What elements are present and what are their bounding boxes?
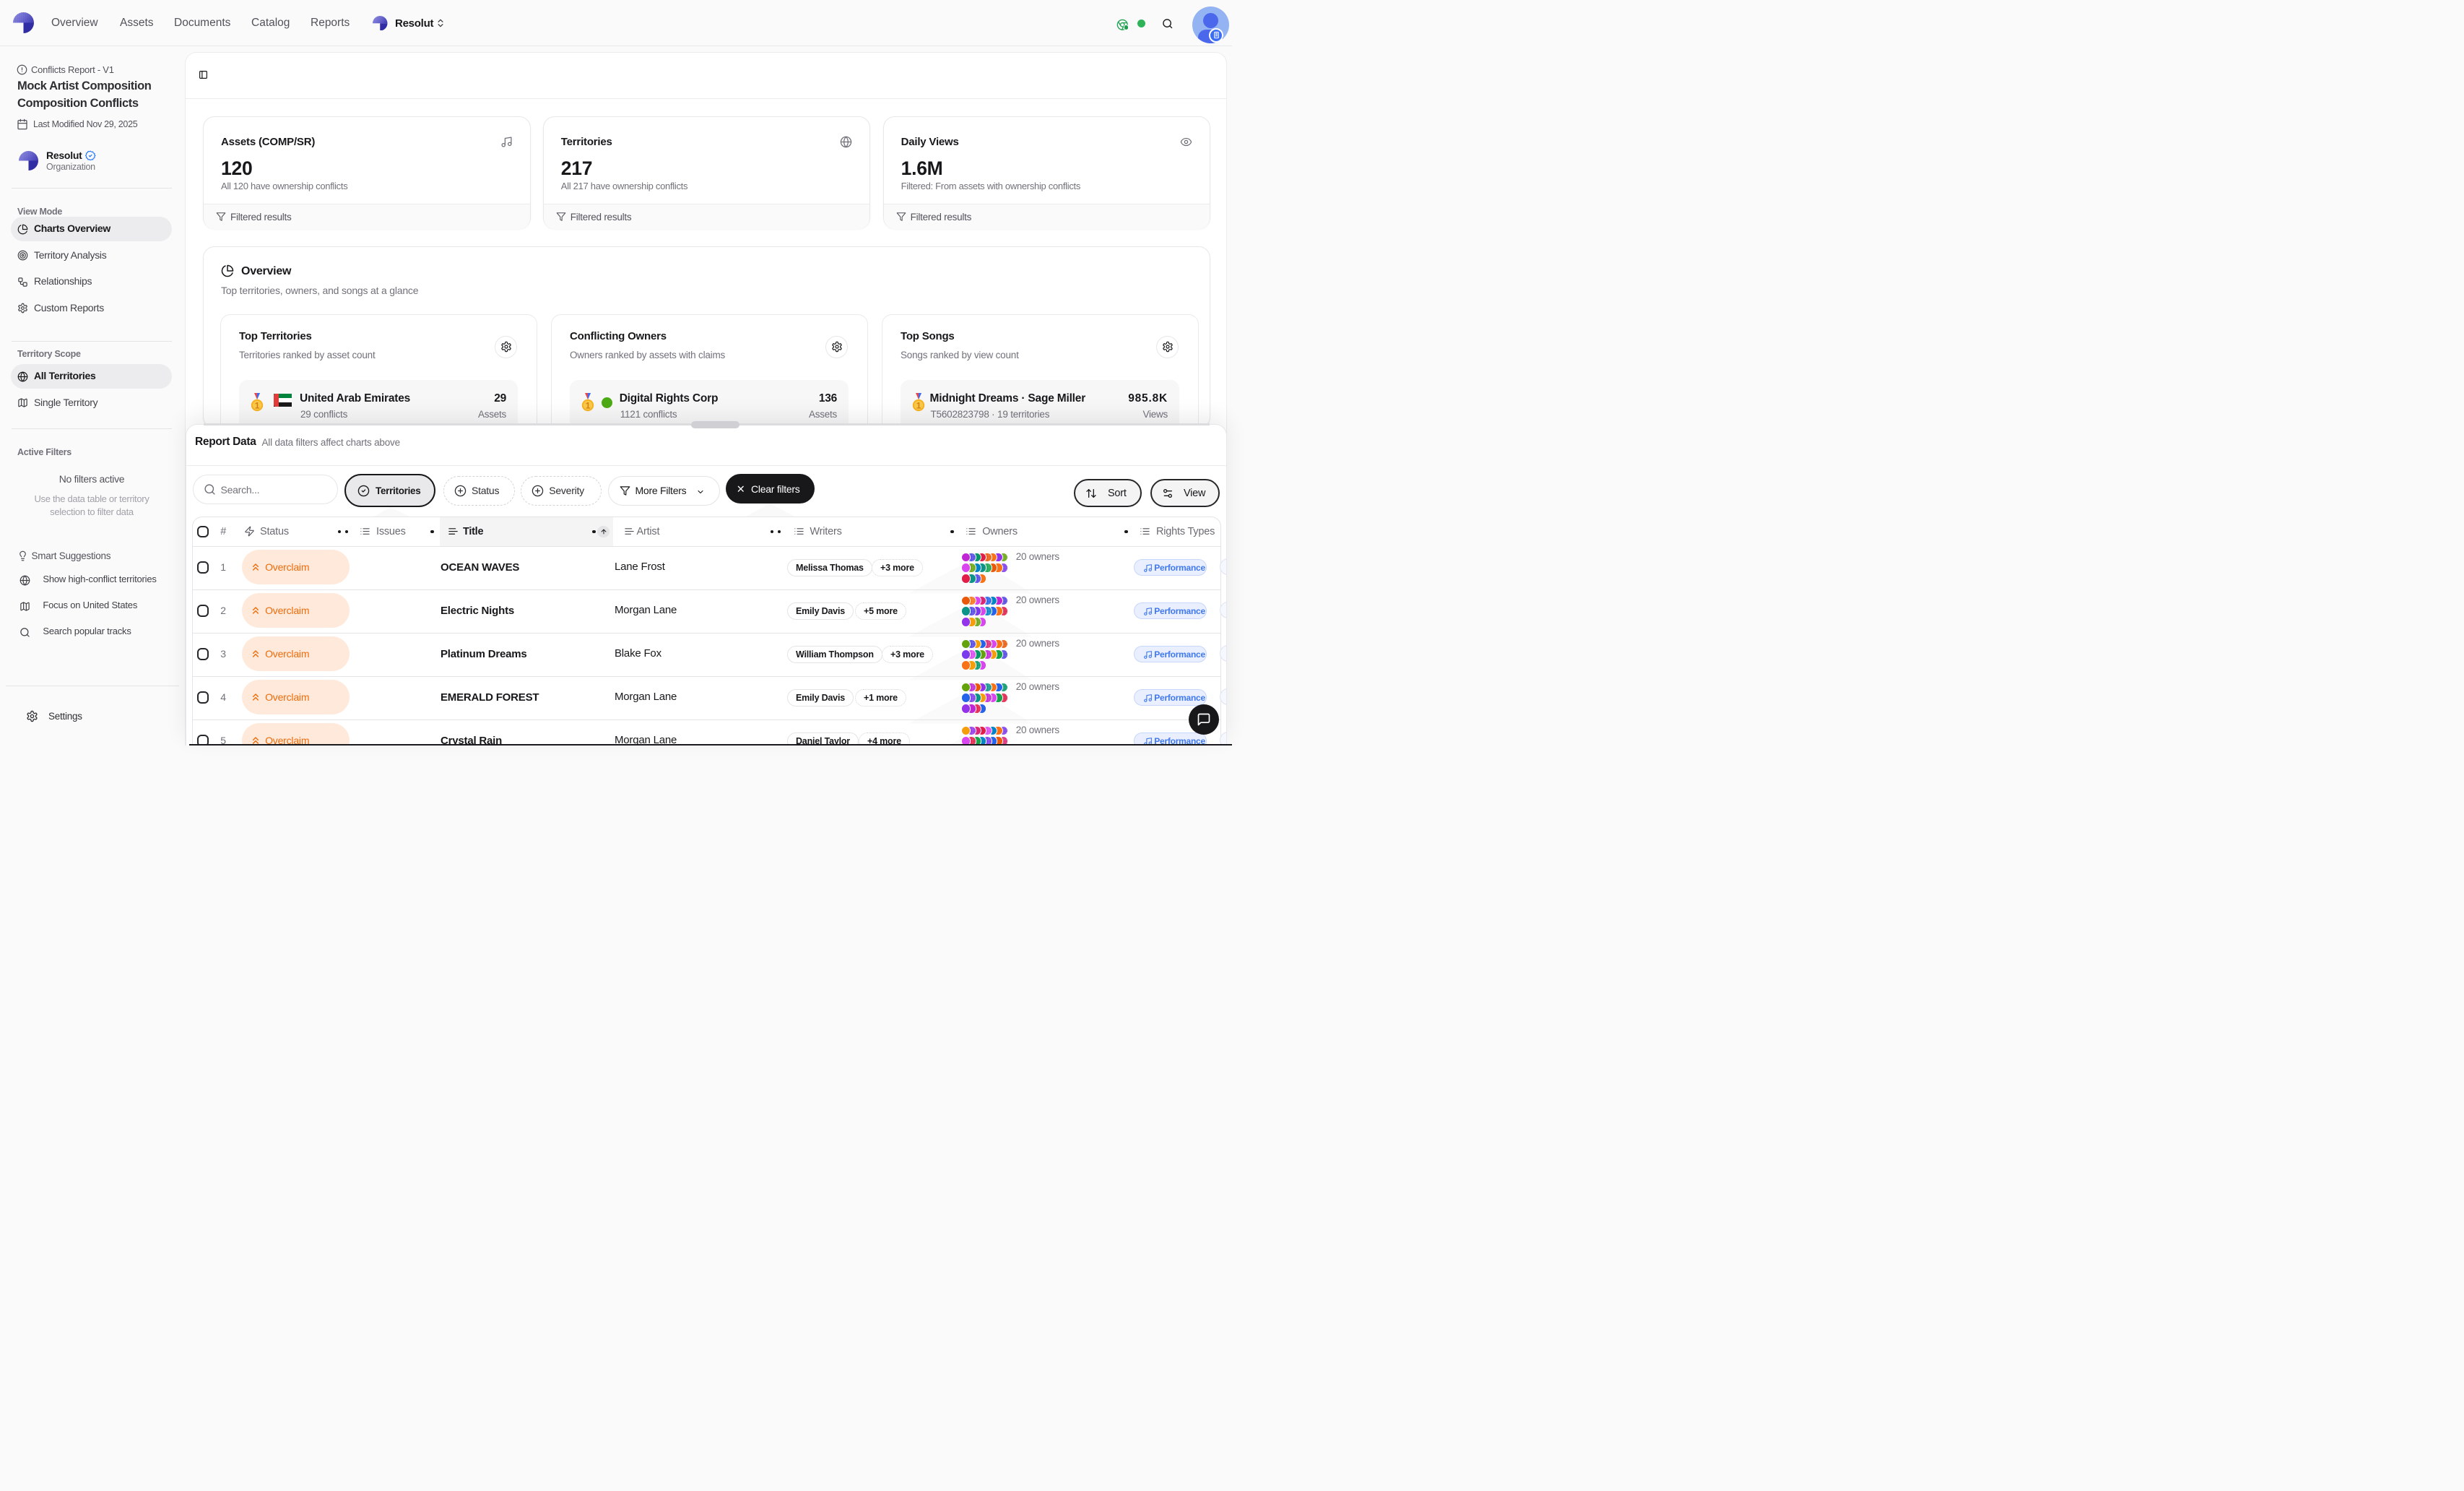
svg-text:1: 1: [916, 401, 921, 411]
svg-text:1: 1: [586, 401, 591, 411]
svg-text:1: 1: [255, 401, 260, 411]
